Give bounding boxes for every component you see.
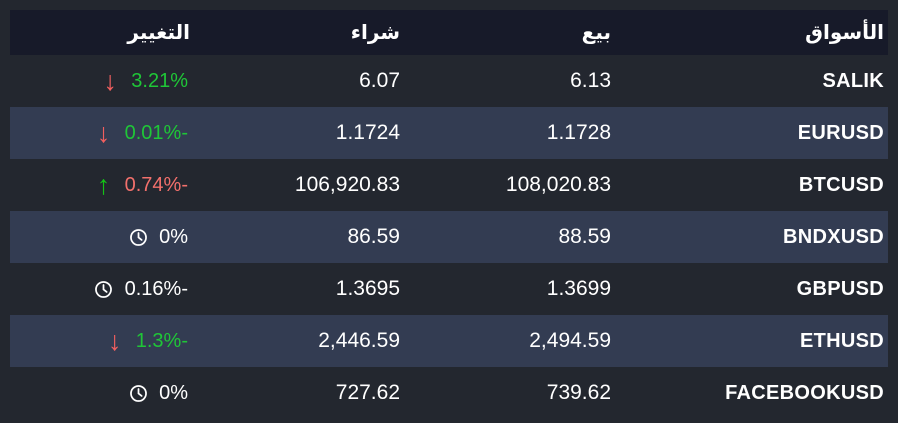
arrow-up-icon: ↑ xyxy=(96,169,111,200)
table-row-eurusd[interactable]: ↓ 0.01%- 1.1724 1.1728 EURUSD xyxy=(10,107,888,159)
clock-icon xyxy=(92,275,116,303)
market-watch-table: التغيير شراء بيع الأسواق ↓ 3.21% 6.07 6.… xyxy=(10,10,888,419)
table-row-btcusd[interactable]: ↑ 0.74%- 106,920.83 108,020.83 BTCUSD xyxy=(10,159,888,211)
sell-price: 1.3699 xyxy=(546,277,611,300)
sell-price: 1.1728 xyxy=(546,121,611,144)
change-cell: ↓ 1.3%- xyxy=(10,327,190,355)
column-header-sell[interactable]: بيع xyxy=(581,22,611,44)
clock-icon xyxy=(126,223,150,251)
table-row-gbpusd[interactable]: 0.16%- 1.3695 1.3699 GBPUSD xyxy=(10,263,888,315)
buy-price: 1.3695 xyxy=(335,277,400,300)
symbol-label: GBPUSD xyxy=(796,277,884,300)
sell-price: 6.13 xyxy=(570,69,611,92)
buy-price: 2,446.59 xyxy=(318,329,400,352)
change-value: 0% xyxy=(159,381,188,404)
sell-price: 88.59 xyxy=(558,225,611,248)
change-cell: ↑ 0.74%- xyxy=(10,171,190,199)
change-value: 1.3%- xyxy=(135,329,188,352)
clock-icon xyxy=(126,379,150,407)
buy-price: 106,920.83 xyxy=(294,173,400,196)
buy-price: 6.07 xyxy=(359,69,400,92)
symbol-label: EURUSD xyxy=(797,121,884,144)
column-header-buy[interactable]: شراء xyxy=(350,22,400,44)
change-cell: 0% xyxy=(10,379,190,407)
column-header-markets[interactable]: الأسواق xyxy=(805,22,884,44)
table-row-facebookusd[interactable]: 0% 727.62 739.62 FACEBOOKUSD xyxy=(10,367,888,419)
sell-price: 108,020.83 xyxy=(505,173,611,196)
symbol-label: SALIK xyxy=(822,69,884,92)
sell-price: 2,494.59 xyxy=(529,329,611,352)
symbol-label: ETHUSD xyxy=(799,329,884,352)
table-row-ethusd[interactable]: ↓ 1.3%- 2,446.59 2,494.59 ETHUSD xyxy=(10,315,888,367)
arrow-down-icon: ↓ xyxy=(108,325,122,356)
change-value: 0% xyxy=(159,225,188,248)
sell-price: 739.62 xyxy=(546,381,611,404)
column-header-change[interactable]: التغيير xyxy=(127,22,190,44)
change-cell: ↓ 3.21% xyxy=(10,67,190,95)
change-value: 0.01%- xyxy=(124,121,188,144)
change-value: 0.74%- xyxy=(124,173,188,196)
buy-price: 727.62 xyxy=(335,381,400,404)
change-cell: ↓ 0.01%- xyxy=(10,119,190,147)
buy-price: 1.1724 xyxy=(335,121,400,144)
arrow-down-icon: ↓ xyxy=(96,117,111,148)
symbol-label: FACEBOOKUSD xyxy=(725,381,884,404)
symbol-label: BNDXUSD xyxy=(783,225,884,248)
change-value: 0.16%- xyxy=(124,277,188,300)
change-cell: 0.16%- xyxy=(10,275,190,303)
table-row-salik[interactable]: ↓ 3.21% 6.07 6.13 SALIK xyxy=(10,55,888,107)
symbol-label: BTCUSD xyxy=(798,173,884,196)
buy-price: 86.59 xyxy=(347,225,400,248)
table-row-bndxusd[interactable]: 0% 86.59 88.59 BNDXUSD xyxy=(10,211,888,263)
arrow-down-icon: ↓ xyxy=(103,65,118,96)
table-header-row: التغيير شراء بيع الأسواق xyxy=(10,10,888,55)
change-cell: 0% xyxy=(10,223,190,251)
change-value: 3.21% xyxy=(131,69,188,92)
